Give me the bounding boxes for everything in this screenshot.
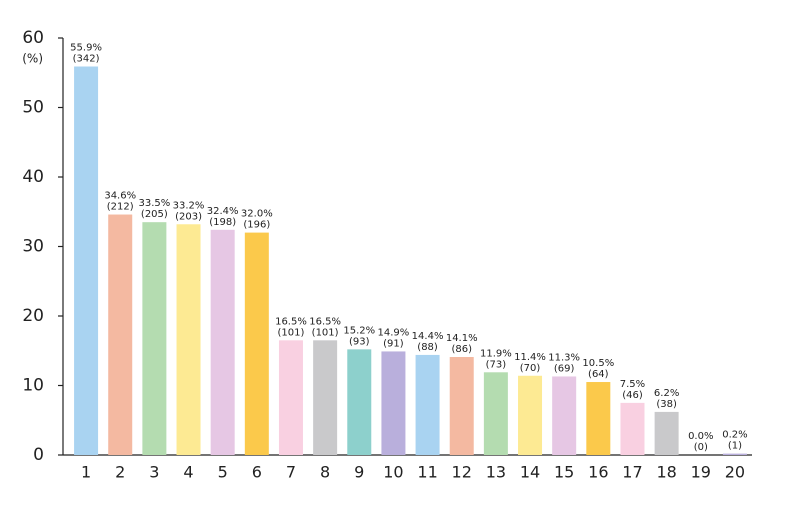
bar — [449, 357, 474, 455]
bar — [415, 354, 440, 455]
value-label: 33.2% — [173, 200, 205, 211]
y-tick-label: 40 — [22, 167, 44, 187]
x-tick-label: 6 — [252, 463, 262, 482]
x-tick-label: 18 — [656, 463, 676, 482]
count-label: (88) — [417, 342, 438, 353]
value-label: 14.1% — [446, 333, 478, 344]
bar — [244, 232, 269, 455]
count-label: (212) — [107, 202, 134, 213]
bar — [278, 340, 303, 455]
y-unit: (%) — [22, 52, 43, 66]
value-label: 0.2% — [722, 430, 747, 441]
x-tick-label: 15 — [554, 463, 574, 482]
value-label: 16.5% — [309, 316, 341, 327]
value-label: 55.9% — [70, 42, 102, 53]
count-label: (69) — [554, 363, 575, 374]
bar — [552, 376, 577, 455]
value-label: 15.2% — [343, 325, 375, 336]
bar — [381, 351, 406, 455]
value-label: 32.0% — [241, 209, 273, 220]
x-tick-label: 5 — [218, 463, 228, 482]
x-tick-label: 2 — [115, 463, 125, 482]
x-tick-label: 12 — [452, 463, 472, 482]
y-tick-label: 60 — [22, 28, 44, 48]
count-label: (70) — [520, 363, 541, 374]
count-label: (38) — [656, 399, 677, 410]
bar — [142, 222, 167, 455]
value-label: 16.5% — [275, 316, 307, 327]
count-label: (46) — [622, 390, 643, 401]
bar — [74, 66, 99, 456]
bar — [586, 382, 611, 455]
bar — [347, 349, 372, 455]
bar — [210, 229, 235, 455]
count-label: (205) — [141, 209, 168, 220]
count-label: (93) — [349, 336, 370, 347]
x-tick-label: 3 — [149, 463, 159, 482]
count-label: (73) — [486, 359, 507, 370]
x-tick-label: 9 — [354, 463, 364, 482]
bar — [620, 402, 645, 455]
y-tick-label: 20 — [22, 306, 44, 326]
count-label: (196) — [243, 220, 270, 231]
value-label: 7.5% — [620, 379, 645, 390]
x-tick-label: 13 — [486, 463, 506, 482]
count-label: (91) — [383, 338, 404, 349]
value-label: 11.3% — [548, 352, 580, 363]
count-label: (64) — [588, 369, 609, 380]
x-tick-label: 4 — [183, 463, 193, 482]
count-label: (101) — [278, 327, 305, 338]
count-label: (1) — [728, 441, 742, 452]
y-tick-label: 30 — [22, 237, 44, 257]
bar — [518, 375, 543, 455]
count-label: (198) — [209, 217, 236, 228]
value-label: 34.6% — [104, 191, 136, 202]
value-label: 0.0% — [688, 431, 713, 442]
y-tick-label: 10 — [22, 376, 44, 396]
bar — [654, 411, 679, 455]
x-tick-label: 17 — [622, 463, 642, 482]
x-tick-label: 7 — [286, 463, 296, 482]
x-tick-label: 16 — [588, 463, 608, 482]
x-tick-label: 1 — [81, 463, 91, 482]
value-label: 6.2% — [654, 388, 679, 399]
y-tick-label: 0 — [33, 445, 44, 465]
value-label: 33.5% — [138, 198, 170, 209]
bar — [722, 453, 747, 455]
value-label: 11.9% — [480, 348, 512, 359]
count-label: (0) — [694, 442, 708, 453]
bar — [313, 340, 338, 455]
value-label: 14.9% — [378, 327, 410, 338]
count-label: (203) — [175, 211, 202, 222]
x-tick-label: 11 — [417, 463, 437, 482]
count-label: (101) — [312, 327, 339, 338]
x-tick-label: 19 — [691, 463, 711, 482]
value-label: 32.4% — [207, 206, 239, 217]
value-label: 14.4% — [412, 331, 444, 342]
value-label: 10.5% — [582, 358, 614, 369]
y-tick-label: 50 — [22, 98, 44, 118]
value-label: 11.4% — [514, 352, 546, 363]
x-tick-label: 14 — [520, 463, 540, 482]
bar — [483, 372, 508, 455]
x-tick-label: 20 — [725, 463, 745, 482]
count-label: (86) — [451, 344, 472, 355]
x-tick-label: 8 — [320, 463, 330, 482]
bar — [176, 224, 201, 455]
x-tick-label: 10 — [383, 463, 403, 482]
bar — [108, 214, 133, 455]
count-label: (342) — [73, 53, 100, 64]
